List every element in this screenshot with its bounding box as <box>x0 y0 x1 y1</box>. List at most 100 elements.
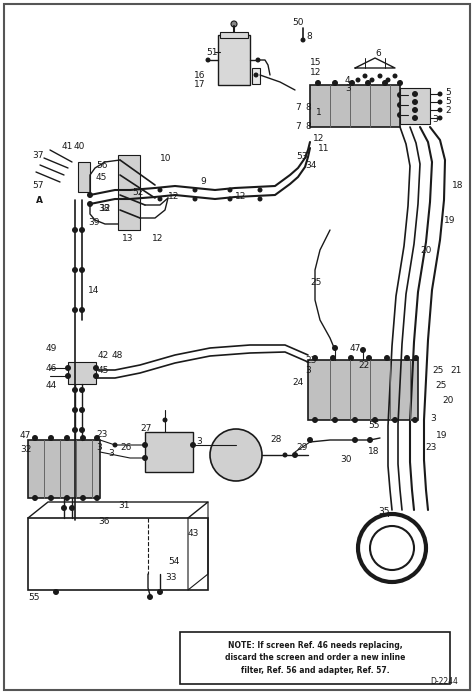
Circle shape <box>69 505 75 511</box>
Text: 12: 12 <box>235 192 246 201</box>
Circle shape <box>348 355 354 361</box>
Text: 15: 15 <box>310 58 321 67</box>
Text: 29: 29 <box>296 443 307 452</box>
Circle shape <box>413 355 419 361</box>
Text: 14: 14 <box>88 285 100 294</box>
Circle shape <box>192 187 198 192</box>
Circle shape <box>257 187 263 192</box>
Text: 16: 16 <box>193 71 205 80</box>
Circle shape <box>65 365 71 371</box>
Circle shape <box>356 78 361 83</box>
Text: 36: 36 <box>98 518 109 527</box>
Text: 3: 3 <box>96 443 102 452</box>
Circle shape <box>228 196 233 201</box>
Text: 18: 18 <box>452 180 464 189</box>
Circle shape <box>80 495 86 501</box>
Circle shape <box>367 437 373 443</box>
Text: 30: 30 <box>340 455 352 464</box>
Circle shape <box>79 407 85 413</box>
Circle shape <box>301 37 306 42</box>
Text: 12: 12 <box>152 233 164 242</box>
Circle shape <box>163 418 167 423</box>
Circle shape <box>412 99 418 105</box>
Text: 55: 55 <box>28 593 39 602</box>
Text: 20: 20 <box>442 396 453 405</box>
Circle shape <box>72 307 78 313</box>
Text: 25: 25 <box>435 380 447 389</box>
Text: 52: 52 <box>132 187 143 196</box>
Circle shape <box>65 373 71 379</box>
Text: 20: 20 <box>420 246 431 255</box>
Circle shape <box>283 452 288 457</box>
Bar <box>218 35 250 85</box>
Circle shape <box>360 347 366 353</box>
Circle shape <box>79 427 85 433</box>
Circle shape <box>79 227 85 233</box>
Text: 34: 34 <box>305 160 316 169</box>
Circle shape <box>79 387 85 393</box>
Circle shape <box>94 435 100 441</box>
Text: 37: 37 <box>32 151 44 160</box>
Circle shape <box>370 78 374 83</box>
Text: 51: 51 <box>207 47 218 56</box>
Circle shape <box>157 187 163 192</box>
Circle shape <box>142 455 148 461</box>
Circle shape <box>48 435 54 441</box>
Circle shape <box>72 387 78 393</box>
Circle shape <box>64 495 70 501</box>
Circle shape <box>72 407 78 413</box>
Bar <box>28 518 208 590</box>
Text: 33: 33 <box>165 573 176 582</box>
Text: 3: 3 <box>196 437 202 446</box>
Circle shape <box>438 108 443 112</box>
Circle shape <box>412 115 418 121</box>
Circle shape <box>142 442 148 448</box>
Circle shape <box>412 91 418 97</box>
Circle shape <box>438 92 443 96</box>
Circle shape <box>397 102 403 108</box>
Bar <box>68 362 96 384</box>
Circle shape <box>404 355 410 361</box>
Circle shape <box>210 429 262 481</box>
Circle shape <box>61 505 67 511</box>
Circle shape <box>79 307 85 313</box>
Circle shape <box>384 355 390 361</box>
Text: 21: 21 <box>450 366 461 375</box>
Circle shape <box>48 495 54 501</box>
Bar <box>310 85 400 127</box>
Text: 5: 5 <box>445 87 451 96</box>
Text: 48: 48 <box>112 350 123 359</box>
Circle shape <box>292 452 298 458</box>
Text: 8: 8 <box>305 121 311 130</box>
Circle shape <box>315 80 321 86</box>
Text: A: A <box>36 196 43 205</box>
Circle shape <box>352 417 358 423</box>
Text: 41: 41 <box>62 142 73 151</box>
Text: 12: 12 <box>168 192 179 201</box>
Text: 55: 55 <box>368 421 380 430</box>
Text: 7: 7 <box>295 103 301 112</box>
Circle shape <box>382 80 388 86</box>
Circle shape <box>392 417 398 423</box>
Circle shape <box>366 355 372 361</box>
Text: 23: 23 <box>305 355 316 364</box>
Text: 22: 22 <box>358 360 369 369</box>
Text: 25: 25 <box>310 278 321 287</box>
Text: 47: 47 <box>20 430 31 439</box>
Text: 12: 12 <box>100 203 111 212</box>
Text: 19: 19 <box>436 430 447 439</box>
Bar <box>118 155 140 230</box>
Circle shape <box>397 80 403 86</box>
Text: 46: 46 <box>46 364 57 373</box>
Text: 5: 5 <box>445 96 451 105</box>
Circle shape <box>397 112 403 118</box>
Bar <box>180 632 450 684</box>
Circle shape <box>332 345 338 351</box>
Text: 23: 23 <box>96 430 108 439</box>
Text: 56: 56 <box>96 160 108 169</box>
Text: 2: 2 <box>445 105 451 115</box>
Text: 23: 23 <box>425 443 437 452</box>
Text: 44: 44 <box>46 380 57 389</box>
Bar <box>28 440 100 498</box>
Circle shape <box>87 201 93 207</box>
